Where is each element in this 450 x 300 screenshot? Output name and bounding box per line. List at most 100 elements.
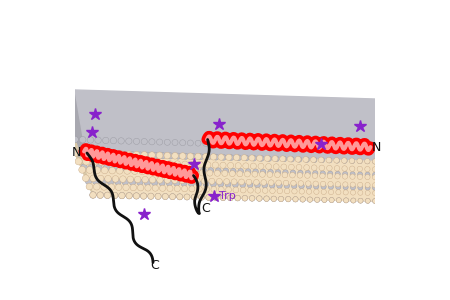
- Circle shape: [213, 154, 219, 160]
- Circle shape: [118, 138, 124, 144]
- Circle shape: [130, 152, 136, 158]
- Circle shape: [75, 158, 82, 165]
- Circle shape: [191, 194, 197, 200]
- Circle shape: [141, 139, 147, 145]
- Circle shape: [184, 169, 190, 176]
- Circle shape: [164, 177, 171, 183]
- Circle shape: [90, 158, 97, 165]
- Circle shape: [358, 172, 363, 177]
- Circle shape: [365, 190, 370, 195]
- Circle shape: [295, 156, 301, 162]
- Circle shape: [266, 156, 272, 161]
- Circle shape: [191, 194, 197, 200]
- Circle shape: [95, 137, 101, 143]
- Circle shape: [182, 161, 188, 167]
- Circle shape: [342, 158, 347, 163]
- Circle shape: [306, 189, 312, 194]
- Circle shape: [156, 166, 162, 172]
- Circle shape: [342, 174, 348, 179]
- Circle shape: [292, 183, 297, 189]
- Circle shape: [216, 168, 221, 174]
- Circle shape: [297, 172, 303, 178]
- Circle shape: [124, 168, 130, 174]
- Circle shape: [278, 196, 284, 202]
- Circle shape: [295, 143, 301, 149]
- Circle shape: [243, 163, 249, 169]
- Circle shape: [174, 185, 180, 192]
- Circle shape: [220, 195, 226, 201]
- Circle shape: [211, 141, 216, 147]
- Circle shape: [250, 163, 256, 169]
- Circle shape: [253, 179, 259, 185]
- Circle shape: [270, 183, 275, 188]
- Circle shape: [164, 139, 171, 145]
- Circle shape: [322, 197, 327, 202]
- Circle shape: [228, 195, 233, 201]
- Circle shape: [283, 170, 288, 175]
- Circle shape: [152, 180, 158, 186]
- Circle shape: [357, 166, 363, 172]
- Circle shape: [319, 165, 324, 171]
- Circle shape: [162, 194, 168, 200]
- Circle shape: [373, 159, 378, 164]
- Circle shape: [365, 174, 370, 180]
- Circle shape: [119, 192, 125, 199]
- Circle shape: [351, 190, 356, 195]
- Circle shape: [162, 194, 168, 200]
- Circle shape: [273, 164, 279, 169]
- Circle shape: [351, 198, 356, 203]
- Circle shape: [284, 188, 290, 194]
- Circle shape: [228, 195, 233, 201]
- Circle shape: [211, 181, 216, 187]
- Circle shape: [225, 182, 231, 187]
- Circle shape: [336, 184, 341, 190]
- Circle shape: [114, 151, 121, 158]
- Circle shape: [240, 182, 246, 188]
- Circle shape: [252, 171, 258, 177]
- Circle shape: [209, 178, 215, 184]
- Circle shape: [315, 197, 320, 203]
- Circle shape: [79, 166, 86, 173]
- Circle shape: [307, 197, 313, 202]
- Circle shape: [91, 151, 98, 157]
- Circle shape: [350, 166, 355, 171]
- Circle shape: [199, 170, 205, 176]
- Circle shape: [303, 157, 309, 162]
- Circle shape: [290, 172, 295, 178]
- Circle shape: [234, 154, 240, 160]
- Circle shape: [230, 168, 236, 174]
- Circle shape: [350, 174, 355, 179]
- Circle shape: [283, 180, 289, 186]
- Circle shape: [313, 171, 318, 176]
- Circle shape: [177, 169, 183, 176]
- Circle shape: [187, 153, 194, 160]
- Circle shape: [184, 194, 190, 200]
- Circle shape: [260, 172, 266, 177]
- Circle shape: [203, 181, 209, 187]
- Text: C: C: [201, 202, 210, 215]
- Circle shape: [281, 156, 287, 162]
- Text: C: C: [150, 259, 159, 272]
- Circle shape: [365, 198, 370, 203]
- Circle shape: [357, 158, 362, 164]
- Circle shape: [202, 154, 209, 160]
- Circle shape: [126, 138, 132, 144]
- Circle shape: [267, 172, 273, 178]
- Circle shape: [174, 180, 180, 186]
- Circle shape: [111, 165, 117, 171]
- Circle shape: [126, 151, 132, 158]
- Circle shape: [218, 141, 224, 147]
- Circle shape: [305, 170, 310, 176]
- Circle shape: [159, 180, 165, 186]
- Circle shape: [115, 178, 121, 185]
- Circle shape: [195, 140, 201, 146]
- Circle shape: [193, 167, 199, 173]
- Circle shape: [152, 185, 158, 191]
- Circle shape: [286, 196, 291, 202]
- Circle shape: [268, 180, 274, 185]
- Circle shape: [259, 156, 264, 161]
- Circle shape: [196, 181, 202, 187]
- Circle shape: [84, 150, 90, 157]
- Circle shape: [253, 169, 258, 175]
- Circle shape: [81, 164, 87, 170]
